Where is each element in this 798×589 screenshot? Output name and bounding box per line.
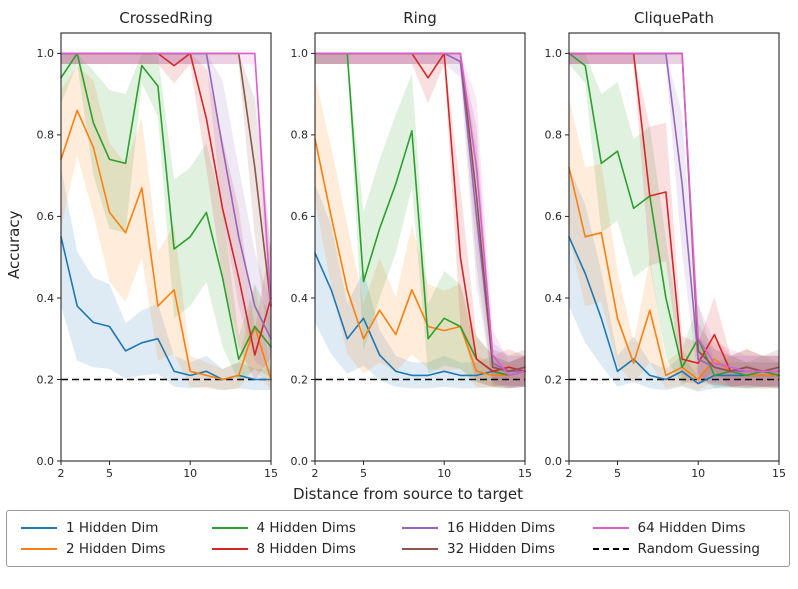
series-line: [568, 52, 780, 377]
legend-label: 4 Hidden Dims: [256, 520, 356, 536]
plot-crossedring: 0.0 0.2 0.4 0.6 0.8 1.0 2 5 10 15 CrossedRing: [37, 9, 279, 480]
y-tick-label: 0.2: [291, 373, 309, 386]
x-axis-label: Distance from source to target: [292, 485, 524, 503]
legend-line-swatch: [402, 548, 438, 550]
y-tick-label: 0.2: [37, 373, 55, 386]
legend: 1 Hidden Dim 2 Hidden Dims 4 Hidden Dims 8 …: [6, 510, 790, 567]
x-tick-label: 15: [518, 467, 532, 480]
series-band: [61, 53, 271, 382]
series-band: [315, 77, 525, 389]
x-tick-label: 10: [437, 467, 451, 480]
x-tick-label: 2: [566, 467, 573, 480]
series-line: [60, 109, 272, 381]
legend-item: 8 Hidden Dims: [211, 541, 395, 557]
y-tick-label: 1.0: [37, 47, 55, 60]
y-tick-label: 0.0: [291, 455, 309, 468]
x-tick-label: 15: [264, 467, 278, 480]
series-band: [61, 53, 271, 381]
series-band: [569, 53, 779, 387]
y-tick-label: 0.6: [545, 210, 563, 223]
x-tick-label: 2: [58, 467, 65, 480]
legend-item: 32 Hidden Dims: [402, 541, 585, 557]
series-line: [314, 52, 526, 377]
series-band: [569, 98, 779, 391]
series-band: [315, 183, 525, 389]
y-tick-label: 0.4: [291, 292, 309, 305]
y-tick-label: 0.2: [545, 373, 563, 386]
legend-item: Random Guessing: [592, 541, 776, 557]
y-tick-label: 0.8: [545, 129, 563, 142]
legend-line-swatch: [21, 548, 57, 550]
legend-label: 32 Hidden Dims: [447, 541, 555, 557]
plots-row: Accuracy 0.0 0.2 0.4 0.6 0.8 1.0 2 5 10 15 Crossed…: [4, 6, 792, 484]
series-line: [314, 138, 526, 377]
x-tick-label: 5: [614, 467, 621, 480]
legend-label: 64 Hidden Dims: [637, 520, 746, 536]
series-line: [568, 52, 780, 373]
x-tick-label: 15: [772, 467, 786, 480]
legend-item: 16 Hidden Dims: [402, 520, 585, 536]
y-tick-label: 0.6: [291, 210, 309, 223]
y-tick-label: 0.4: [545, 292, 563, 305]
y-tick-label: 0.8: [291, 129, 309, 142]
legend-line-swatch: [592, 527, 629, 529]
y-tick-label: 1.0: [545, 47, 563, 60]
legend-line-swatch: [211, 548, 248, 550]
legend-line-swatch: [21, 527, 57, 529]
series-band: [569, 53, 779, 389]
x-tick-label: 2: [312, 467, 319, 480]
legend-line-swatch: [402, 527, 438, 529]
y-tick-label: 0.8: [37, 129, 55, 142]
legend-item: 64 Hidden Dims: [592, 520, 776, 536]
series-line: [60, 52, 272, 307]
y-tick-label: 0.0: [545, 455, 563, 468]
series-line: [60, 52, 272, 360]
legend-dashed-line-swatch: [592, 548, 629, 550]
series-band: [61, 65, 271, 391]
y-tick-label: 0.4: [37, 292, 55, 305]
series-band: [61, 53, 271, 374]
series-band: [61, 167, 271, 391]
series-line: [314, 252, 526, 377]
series-band: [315, 53, 525, 389]
legend-label: 16 Hidden Dims: [447, 520, 555, 536]
plot-title: Ring: [403, 9, 437, 27]
series-band: [315, 53, 525, 387]
legend-item: 2 Hidden Dims: [21, 541, 204, 557]
y-tick-label: 0.6: [37, 210, 55, 223]
axes-frame: [568, 32, 780, 462]
x-tick-label: 10: [691, 467, 705, 480]
plot-ring: 0.0 0.2 0.4 0.6 0.8 1.0 2 5 10 15 Ring: [291, 9, 533, 480]
y-tick-label: 1.0: [291, 47, 309, 60]
plot-cliquepath: 0.0 0.2 0.4 0.6 0.8 1.0 2 5 10 15 CliquePath: [545, 9, 787, 480]
legend-line-swatch: [211, 527, 248, 529]
axes-frame: [314, 32, 526, 462]
legend-label: Random Guessing: [637, 541, 760, 557]
plot-title: CrossedRing: [119, 9, 213, 27]
x-tick-label: 5: [106, 467, 113, 480]
y-axis-label: Accuracy: [5, 210, 23, 280]
legend-label: 1 Hidden Dim: [66, 520, 159, 536]
legend-item: 1 Hidden Dim: [21, 520, 204, 536]
x-tick-label: 5: [360, 467, 367, 480]
plot-title: CliquePath: [634, 9, 714, 27]
axes-frame: [60, 32, 272, 462]
y-tick-label: 0.0: [37, 455, 55, 468]
x-tick-label: 10: [183, 467, 197, 480]
legend-item: 4 Hidden Dims: [211, 520, 395, 536]
legend-label: 8 Hidden Dims: [256, 541, 356, 557]
legend-label: 2 Hidden Dims: [66, 541, 166, 557]
